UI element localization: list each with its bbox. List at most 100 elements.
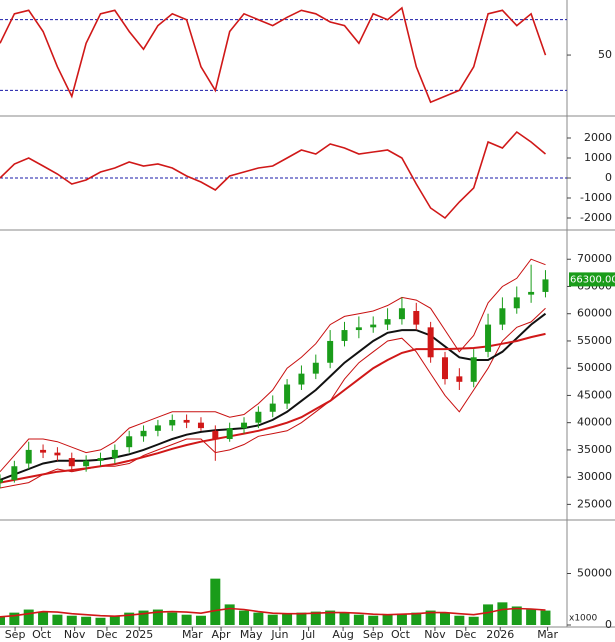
volume-bar: [124, 612, 135, 625]
volume-bar: [181, 614, 192, 625]
candle-body: [542, 279, 549, 292]
volume-bar: [210, 578, 221, 625]
x-tick-label: 2025: [125, 628, 153, 641]
volume-bar: [9, 612, 20, 625]
y-tick-label: -1000: [580, 191, 612, 204]
candle-body: [528, 291, 535, 295]
candle-body: [11, 466, 18, 480]
candle-body: [298, 373, 305, 385]
candle-body: [68, 458, 75, 467]
volume-bar: [267, 614, 278, 625]
x-tick-label: Oct: [391, 628, 411, 641]
candle-body: [470, 357, 477, 382]
y-tick-label: 1000: [584, 151, 612, 164]
x-tick-label: Jun: [270, 628, 288, 641]
volume-bar: [483, 604, 494, 625]
volume-bar: [38, 611, 49, 625]
volume-bar: [368, 615, 379, 625]
candle-body: [427, 327, 434, 358]
y-tick-label: 2000: [584, 131, 612, 144]
volume-bar: [296, 612, 307, 625]
volume-bar: [95, 617, 106, 625]
y-tick-label: 0: [605, 171, 612, 184]
volume-bar: [468, 616, 479, 625]
y-tick-label: 50000: [577, 567, 612, 580]
candle-body: [413, 310, 420, 325]
x-tick-label: Dec: [455, 628, 476, 641]
volume-bar: [454, 615, 465, 625]
x-tick-label: Aug: [332, 628, 353, 641]
series-line: [0, 607, 546, 618]
candle-body: [40, 449, 47, 453]
candle-body: [370, 324, 377, 328]
volume-bar: [325, 610, 336, 625]
candle-body: [241, 422, 248, 429]
volume-bar: [239, 610, 250, 625]
series-line: [0, 130, 547, 220]
volume-bar: [439, 612, 450, 625]
last-price-label: 66300.00: [570, 274, 615, 285]
x-tick-label: 2026: [486, 628, 514, 641]
candle-body: [485, 324, 492, 352]
series-line: [0, 6, 547, 104]
volume-bar: [310, 611, 321, 625]
y-tick-label: 0: [605, 618, 612, 631]
volume-bar: [353, 614, 364, 625]
volume-bar: [52, 614, 63, 625]
candle-body: [441, 357, 448, 380]
volume-bar: [526, 609, 537, 625]
candle-body: [126, 436, 133, 448]
candle-body: [212, 430, 219, 440]
x-tick-label: Sep: [5, 628, 26, 641]
volume-bar: [81, 616, 92, 625]
volume-bar: [339, 612, 350, 625]
y-tick-label: 40000: [577, 416, 612, 429]
volume-bar: [0, 616, 5, 625]
candle-body: [269, 403, 276, 412]
candle-body: [312, 362, 319, 374]
candle-body: [83, 460, 90, 467]
candle-body: [140, 430, 147, 437]
volume-bar: [282, 613, 293, 625]
candle-body: [284, 384, 291, 404]
x-tick-label: Oct: [32, 628, 52, 641]
series-line: [0, 332, 546, 484]
y-tick-label: 55000: [577, 334, 612, 347]
last-price-box: [569, 272, 615, 287]
candle-body: [255, 411, 262, 423]
x-tick-label: Jul: [301, 628, 315, 641]
volume-bar: [109, 615, 120, 625]
candle-body: [226, 428, 233, 440]
x-tick-label: Dec: [96, 628, 117, 641]
candle-body: [54, 452, 61, 456]
candle-body: [183, 419, 190, 423]
volume-bar: [23, 609, 34, 625]
volume-bar: [540, 610, 551, 625]
unit-label: x1000: [569, 614, 598, 624]
candle-body: [355, 327, 362, 331]
candle-body: [169, 419, 176, 426]
y-tick-label: 60000: [577, 307, 612, 320]
y-tick-label: 50000: [577, 361, 612, 374]
x-tick-label: Apr: [212, 628, 232, 641]
candle-body: [154, 425, 161, 431]
candle-body: [0, 479, 3, 483]
y-tick-label: -2000: [580, 211, 612, 224]
candle-body: [456, 376, 463, 382]
candle-body: [111, 449, 118, 459]
y-tick-label: 25000: [577, 497, 612, 510]
x-tick-label: Mar: [182, 628, 203, 641]
volume-bar: [138, 610, 149, 625]
volume-bar: [66, 615, 77, 625]
x-tick-label: Mar: [537, 628, 558, 641]
candle-body: [197, 422, 204, 429]
volume-bar: [152, 609, 163, 625]
candle-body: [327, 340, 334, 363]
candle-body: [398, 308, 405, 320]
volume-bar: [195, 615, 206, 625]
y-tick-label: 45000: [577, 388, 612, 401]
series-line: [0, 258, 546, 473]
